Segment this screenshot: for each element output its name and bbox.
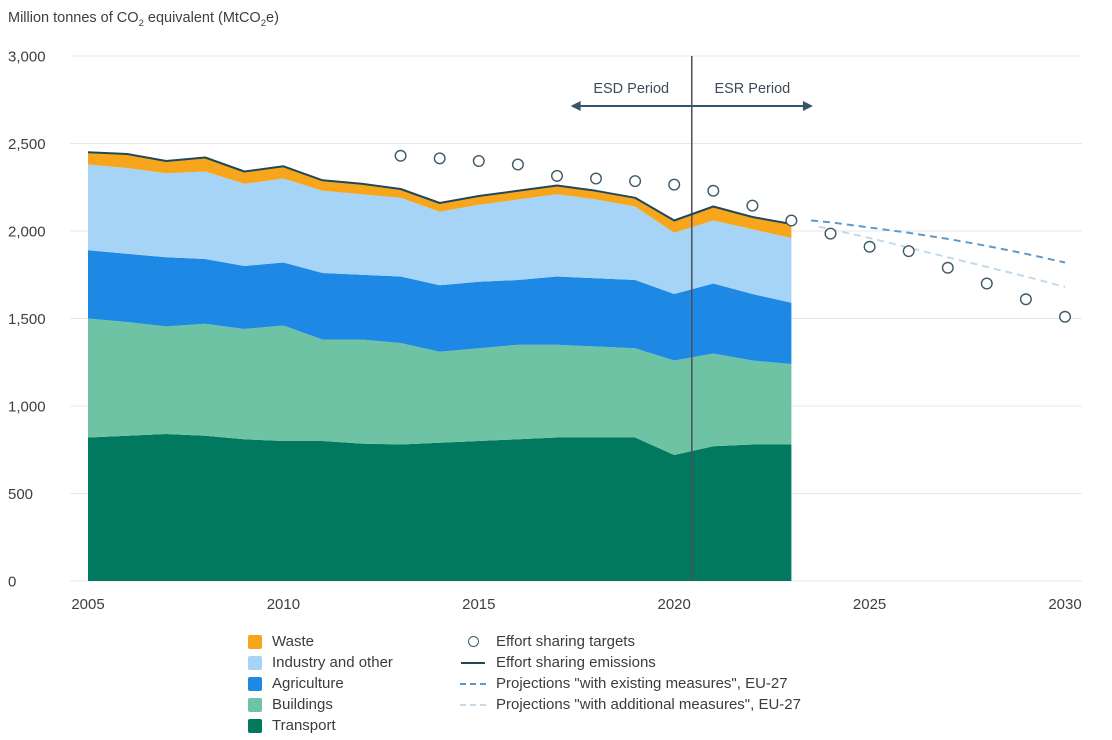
area-industry-and-other [88,164,792,303]
esd-period-label: ESD Period [593,81,669,97]
area-waste [88,152,792,238]
x-tick-label: 2020 [658,596,691,613]
target-point [1058,310,1071,323]
legend-circle-swatch-icon [460,636,486,647]
area-agriculture [88,250,792,364]
legend-dashed-swatch-icon [460,682,486,685]
period-arrow-right-head-icon [802,101,813,111]
legend-item-industry-and-other: Industry and other [248,652,393,673]
chart-title-subscript: 2 [138,17,144,29]
legend-item-effort-sharing-emissions: Effort sharing emissions [460,652,801,673]
projection-wam-line [818,225,1066,288]
legend-item-waste: Waste [248,631,393,652]
target-point [746,199,759,212]
legend-square-swatch-icon [248,655,262,670]
chart-title-text: equivalent (MtCO [143,10,261,26]
target-point [902,245,915,258]
target-point [511,158,524,171]
legend-sectors: Waste Industry and other Agriculture Buildi… [248,631,393,736]
legend-item-projections-with-existing-measures-eu-27: Projections "with existing measures", EU… [460,673,801,694]
target-point [824,227,837,240]
y-tick-label: 3,000 [8,49,46,66]
target-point [629,175,642,188]
legend-label: Agriculture [272,675,344,692]
legend-item-buildings: Buildings [248,694,393,715]
period-arrow-left-head-icon [570,101,581,111]
target-point [785,214,798,227]
legend-square-swatch-icon [248,634,262,649]
x-tick-label: 2025 [853,596,886,613]
target-point [551,169,564,182]
chart-title: Million tonnes of CO2 equivalent (MtCO2e… [8,10,279,29]
legend-item-effort-sharing-targets: Effort sharing targets [460,631,801,652]
x-tick-label: 2005 [71,596,104,613]
target-point [433,152,446,165]
legend-label: Effort sharing emissions [496,654,656,671]
target-point [590,172,603,185]
target-point [394,149,407,162]
legend-line-swatch-icon [460,661,486,664]
area-transport [88,434,792,581]
emissions-line [87,151,792,225]
target-point [980,277,993,290]
target-point [472,154,485,167]
target-point [1019,293,1032,306]
legend-label: Effort sharing targets [496,633,635,650]
legend-square-swatch-icon [248,676,262,691]
legend-series: Effort sharing targets Effort sharing emi… [460,631,801,715]
area-buildings [88,318,792,455]
y-tick-label: 0 [8,574,16,591]
stacked-area-chart: 0 500 1,000 1,500 2,000 2,500 3,000 2005 2010 201… [8,49,1082,613]
chart-title-subscript: 2 [260,17,267,29]
legend-label: Projections "with existing measures", EU… [496,675,788,692]
legend-label: Industry and other [272,654,393,671]
y-tick-label: 1,500 [8,311,46,328]
y-tick-label: 500 [8,486,33,503]
chart-title-text: e) [266,10,279,26]
target-point [707,184,720,197]
legend-label: Transport [272,717,336,734]
target-point [863,240,876,253]
legend-label: Waste [272,633,314,650]
y-tick-label: 2,000 [8,224,46,241]
x-tick-label: 2015 [462,596,495,613]
target-point [668,178,681,191]
legend-square-swatch-icon [248,697,262,712]
legend-item-projections-with-additional-measures-eu-27: Projections "with additional measures", … [460,694,801,715]
chart-title-text: Million tonnes of CO [8,10,139,26]
legend-dashed-swatch-icon [460,703,486,706]
y-tick-label: 2,500 [8,136,46,153]
legend-label: Buildings [272,696,333,713]
esr-period-label: ESR Period [714,81,790,97]
x-tick-label: 2010 [267,596,300,613]
legend-item-agriculture: Agriculture [248,673,393,694]
legend-square-swatch-icon [248,718,262,733]
legend-label: Projections "with additional measures", … [496,696,801,713]
y-tick-label: 1,000 [8,399,46,416]
target-point [941,261,954,274]
x-tick-label: 2030 [1048,596,1081,613]
projection-wem-line [810,219,1066,264]
legend-item-transport: Transport [248,715,393,736]
